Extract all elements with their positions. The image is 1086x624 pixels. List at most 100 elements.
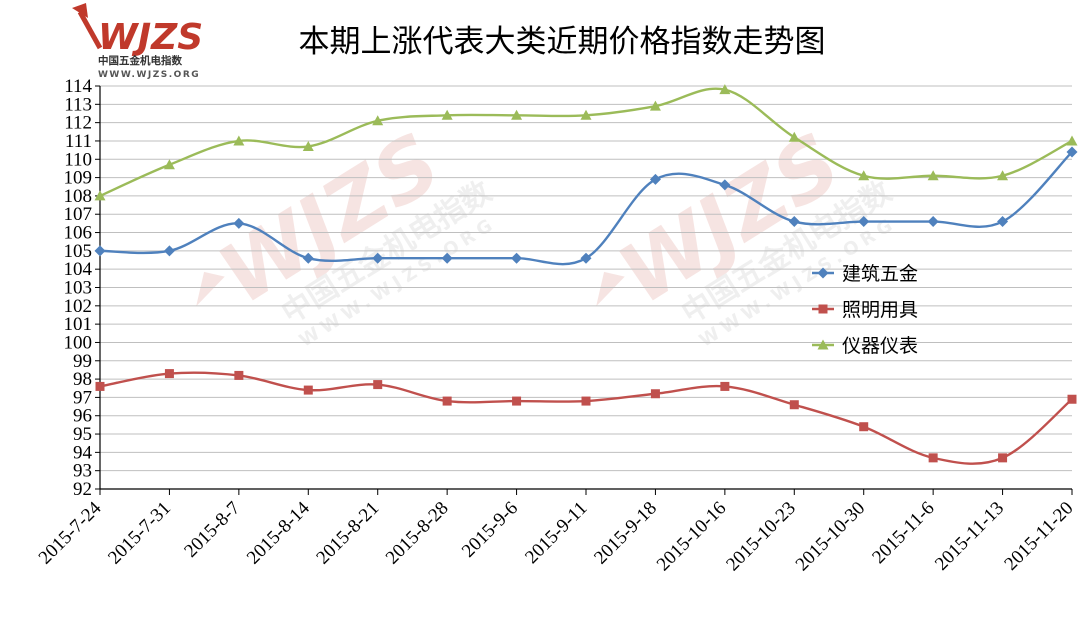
y-tick-label: 104	[64, 259, 93, 280]
series-2	[95, 369, 1077, 465]
data-point	[234, 370, 244, 380]
y-tick-label: 107	[64, 204, 93, 225]
data-point	[512, 396, 522, 406]
y-tick-label: 110	[64, 149, 92, 170]
y-tick-label: 100	[64, 332, 93, 353]
data-point	[788, 216, 800, 228]
data-point	[650, 389, 660, 399]
x-tick-label: 2015-9-11	[521, 498, 591, 568]
y-tick-label: 106	[64, 223, 93, 244]
y-tick-label: 111	[65, 131, 92, 152]
legend-item: 照明用具	[812, 299, 918, 321]
series-1	[94, 146, 1078, 266]
data-point	[859, 422, 869, 432]
x-tick-label: 2015-8-14	[243, 497, 314, 568]
watermark-left: WJZS 中国五金机电指数 WWW.WJZS.ORG	[196, 116, 500, 351]
y-tick-label: 96	[73, 406, 92, 427]
legend-marker	[818, 304, 828, 314]
x-tick-label: 2015-7-31	[104, 498, 175, 569]
data-point	[997, 216, 1009, 228]
grid	[100, 85, 1072, 490]
data-point	[788, 131, 800, 142]
y-tick-label: 98	[73, 369, 92, 390]
legend-item: 建筑五金	[812, 263, 918, 285]
data-point	[233, 135, 245, 146]
legend-marker	[817, 267, 829, 279]
data-point	[1066, 135, 1078, 146]
data-point	[442, 396, 452, 406]
x-tick-label: 2015-9-18	[590, 498, 661, 569]
x-tick-label: 2015-8-28	[382, 498, 453, 569]
data-point	[719, 179, 731, 191]
legend-item: 仪器仪表	[812, 335, 918, 357]
y-axis: 9293949596979899100101102103104105106107…	[64, 76, 100, 500]
x-tick-label: 2015-10-16	[653, 498, 731, 576]
y-tick-label: 112	[64, 113, 92, 134]
x-tick-label: 2015-10-30	[792, 498, 870, 576]
data-point	[858, 216, 870, 228]
legend-marker	[817, 339, 829, 350]
data-point	[94, 245, 106, 257]
y-tick-label: 97	[73, 387, 92, 408]
data-point	[303, 385, 313, 395]
x-tick-label: 2015-11-13	[931, 498, 1008, 575]
watermark-arrow-icon	[196, 271, 225, 307]
data-point	[858, 170, 870, 181]
logo-name: 中国五金机电指数	[98, 54, 182, 67]
x-tick-label: 2015-9-6	[458, 498, 522, 562]
y-tick-label: 99	[73, 351, 92, 372]
data-point	[511, 252, 523, 264]
y-tick-label: 92	[73, 479, 92, 500]
x-tick-label: 2015-8-7	[180, 498, 244, 562]
logo-url: WWW.WJZS.ORG	[98, 70, 200, 80]
x-tick-label: 2015-11-20	[1000, 498, 1077, 575]
data-point	[997, 170, 1009, 181]
y-tick-label: 102	[64, 296, 93, 317]
series-3	[94, 84, 1078, 201]
legend-label: 照明用具	[842, 299, 918, 321]
data-point	[720, 381, 730, 391]
y-tick-label: 101	[64, 314, 93, 335]
series-line	[99, 151, 1073, 266]
legend-label: 建筑五金	[842, 263, 918, 285]
data-point	[998, 453, 1008, 463]
y-tick-label: 114	[64, 76, 92, 97]
series-group	[94, 84, 1078, 465]
data-point	[233, 217, 245, 229]
data-point	[441, 252, 453, 264]
series-line	[99, 371, 1073, 465]
data-point	[441, 109, 453, 120]
data-point	[580, 252, 592, 264]
data-point	[1066, 146, 1078, 158]
data-point	[649, 100, 661, 111]
y-tick-label: 109	[64, 168, 93, 189]
legend-label: 仪器仪表	[842, 335, 918, 357]
logo: WJZS 中国五金机电指数 WWW.WJZS.ORG	[72, 3, 203, 80]
data-point	[581, 396, 591, 406]
data-point	[95, 381, 105, 391]
chart-title: 本期上涨代表大类近期价格指数走势图	[299, 24, 826, 60]
y-tick-label: 95	[73, 424, 92, 445]
y-tick-label: 94	[73, 442, 93, 463]
data-point	[511, 109, 523, 120]
data-point	[372, 252, 384, 264]
y-tick-label: 105	[64, 241, 93, 262]
data-point	[164, 369, 174, 379]
data-point	[1067, 394, 1077, 404]
y-tick-label: 113	[64, 94, 92, 115]
data-point	[789, 400, 799, 410]
data-point	[302, 140, 314, 151]
data-point	[94, 190, 106, 201]
data-point	[373, 380, 383, 390]
data-point	[580, 109, 592, 120]
data-point	[302, 252, 314, 264]
x-tick-label: 2015-8-21	[312, 498, 383, 569]
data-point	[927, 216, 939, 228]
data-point	[928, 453, 938, 463]
x-tick-label: 2015-7-24	[35, 497, 106, 568]
x-tick-label: 2015-11-6	[868, 498, 938, 568]
y-tick-label: 108	[64, 186, 93, 207]
